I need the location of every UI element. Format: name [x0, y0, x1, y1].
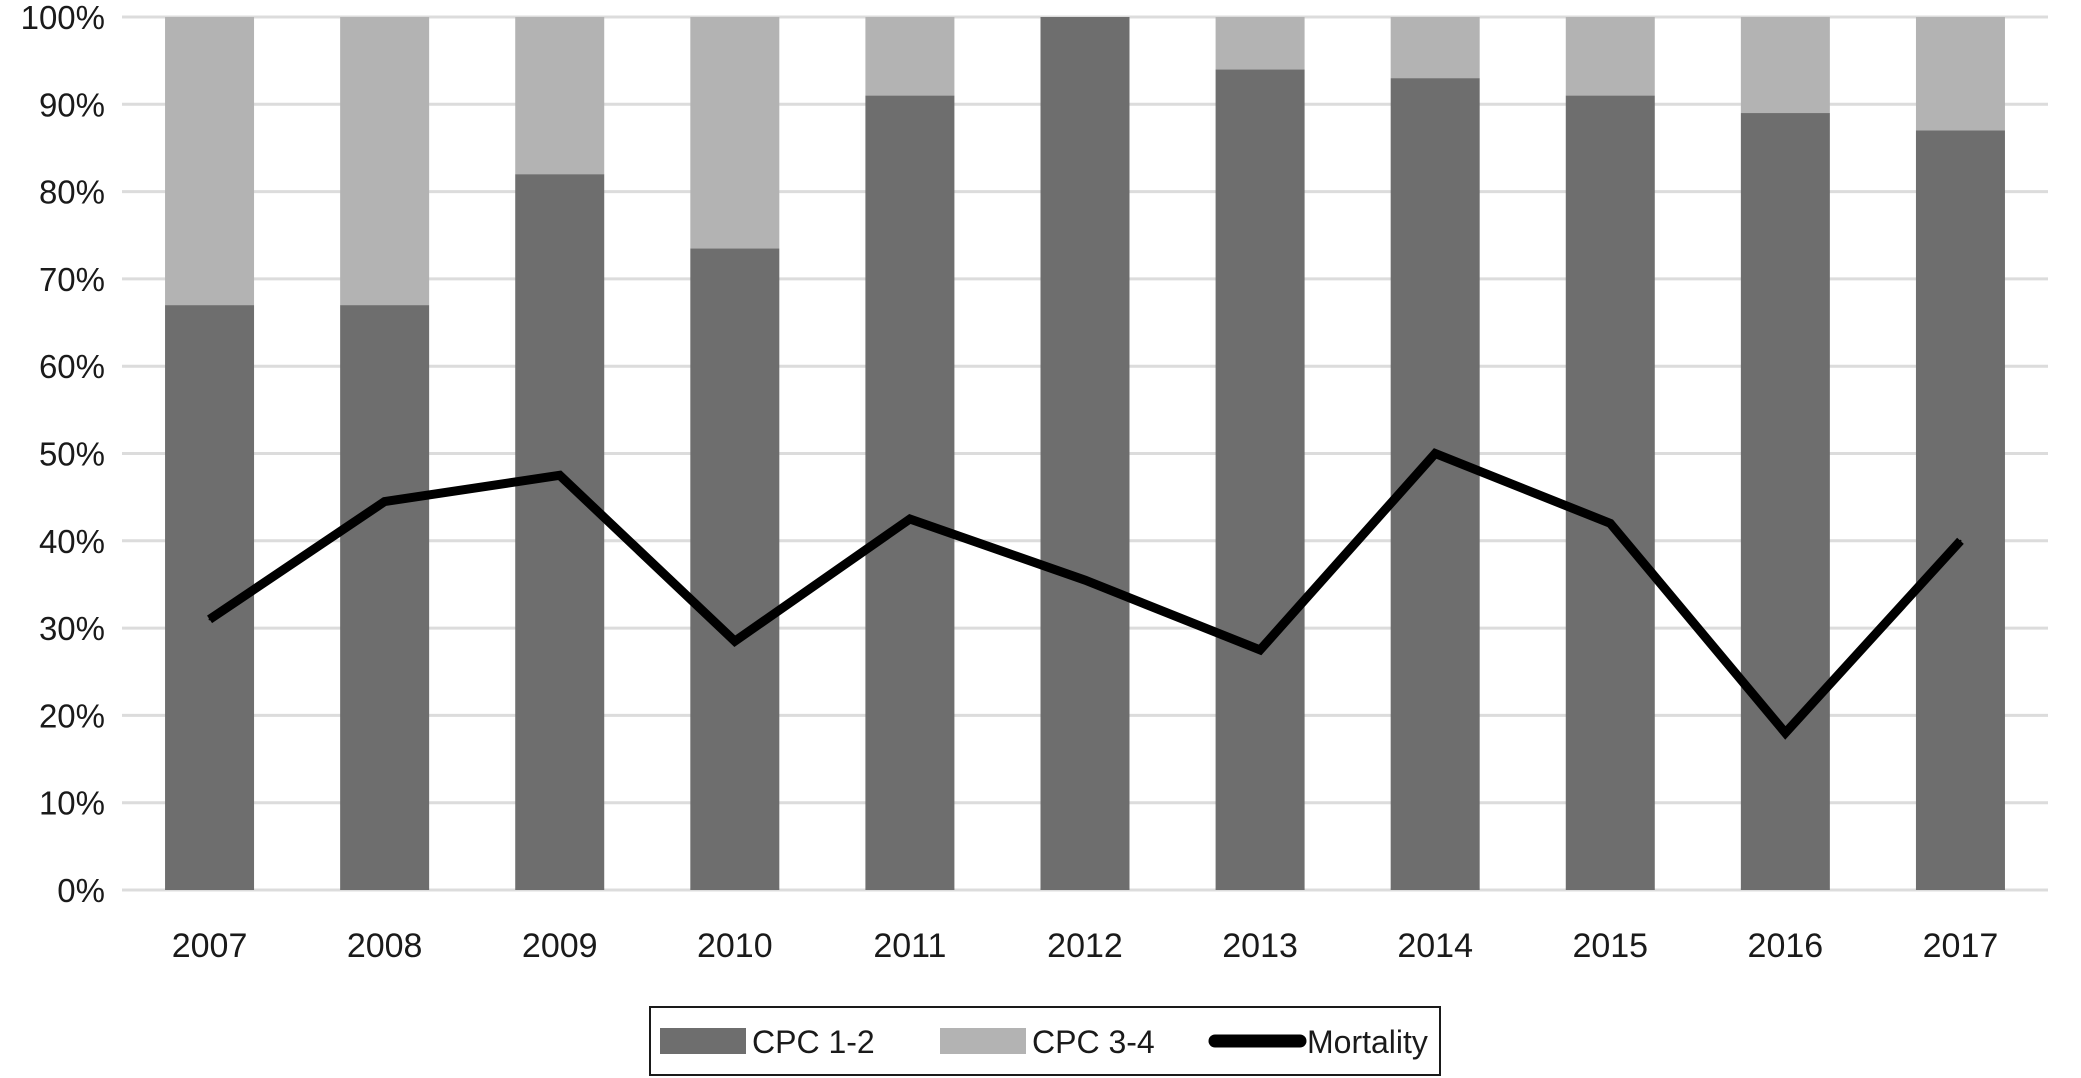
bar-cpc-1-2-2013 — [1215, 69, 1305, 890]
bar-cpc-3-4-2009 — [515, 17, 605, 175]
x-tick-label: 2011 — [873, 927, 946, 965]
x-tick-label: 2009 — [522, 927, 598, 965]
point-mortality-2014 — [1434, 452, 1437, 455]
bar-cpc-3-4-2017 — [1915, 17, 2005, 131]
legend: CPC 1-2 CPC 3-4 Mortality — [649, 1006, 1441, 1076]
x-tick-label: 2015 — [1572, 927, 1648, 965]
y-tick-label: 100% — [21, 0, 105, 36]
y-tick-label: 0% — [57, 872, 105, 909]
point-mortality-2017 — [1959, 539, 1962, 542]
point-mortality-2013 — [1259, 648, 1262, 651]
y-tick-label: 80% — [39, 174, 105, 211]
y-tick-label: 40% — [39, 523, 105, 560]
x-tick-label: 2014 — [1397, 927, 1473, 965]
x-tick-label: 2008 — [347, 927, 423, 965]
x-tick-label: 2016 — [1748, 927, 1824, 965]
bar-cpc-3-4-2008 — [340, 17, 430, 306]
point-mortality-2010 — [733, 640, 736, 643]
bar-cpc-1-2-2016 — [1740, 113, 1830, 890]
y-axis-ticks: 0% 10% 20% 30% 40% 50% 60% 70% 80% 90% 100% — [21, 0, 105, 909]
legend-label-cpc-1-2: CPC 1-2 — [752, 1024, 875, 1060]
point-mortality-2015 — [1609, 522, 1612, 525]
x-tick-label: 2017 — [1923, 927, 1999, 965]
y-tick-label: 20% — [39, 697, 105, 734]
bar-cpc-3-4-2014 — [1390, 17, 1480, 79]
legend-label-mortality: Mortality — [1307, 1024, 1428, 1060]
point-mortality-2016 — [1784, 731, 1787, 734]
point-mortality-2011 — [908, 517, 911, 520]
bar-cpc-1-2-2015 — [1565, 95, 1655, 890]
x-tick-label: 2010 — [697, 927, 773, 965]
point-mortality-2009 — [558, 474, 561, 477]
y-tick-label: 60% — [39, 348, 105, 385]
y-tick-label: 90% — [39, 86, 105, 123]
bar-cpc-1-2-2008 — [340, 305, 430, 891]
y-tick-label: 50% — [39, 436, 105, 473]
point-mortality-2007 — [208, 618, 211, 621]
y-tick-label: 10% — [39, 785, 105, 822]
legend-swatch-cpc-3-4 — [940, 1028, 1026, 1054]
bar-cpc-1-2-2010 — [690, 248, 780, 891]
legend-swatch-cpc-1-2 — [660, 1028, 746, 1054]
x-tick-label: 2013 — [1222, 927, 1298, 965]
bar-cpc-3-4-2013 — [1215, 17, 1305, 70]
bar-cpc-1-2-2017 — [1915, 130, 2005, 891]
bar-cpc-3-4-2015 — [1565, 17, 1655, 96]
line-series — [207, 448, 1964, 740]
point-mortality-2012 — [1084, 579, 1086, 582]
bar-cpc-1-2-2012 — [1040, 17, 1130, 890]
legend-label-cpc-3-4: CPC 3-4 — [1032, 1024, 1155, 1060]
bar-cpc-3-4-2011 — [865, 17, 955, 96]
bar-cpc-3-4-2016 — [1740, 17, 1830, 114]
bar-cpc-3-4-2007 — [165, 17, 255, 306]
point-mortality-2008 — [383, 500, 386, 503]
x-tick-label: 2007 — [172, 927, 248, 965]
bar-cpc-1-2-2011 — [865, 95, 955, 890]
legend-box — [649, 1006, 1441, 1076]
bar-cpc-1-2-2009 — [515, 174, 605, 890]
y-tick-label: 70% — [39, 261, 105, 298]
y-tick-label: 30% — [39, 610, 105, 647]
x-tick-label: 2012 — [1047, 927, 1123, 965]
x-axis-ticks: 2007 2008 2009 2010 2011 2012 2013 2014 2015 2016… — [172, 927, 1999, 965]
bar-cpc-3-4-2010 — [690, 17, 780, 249]
